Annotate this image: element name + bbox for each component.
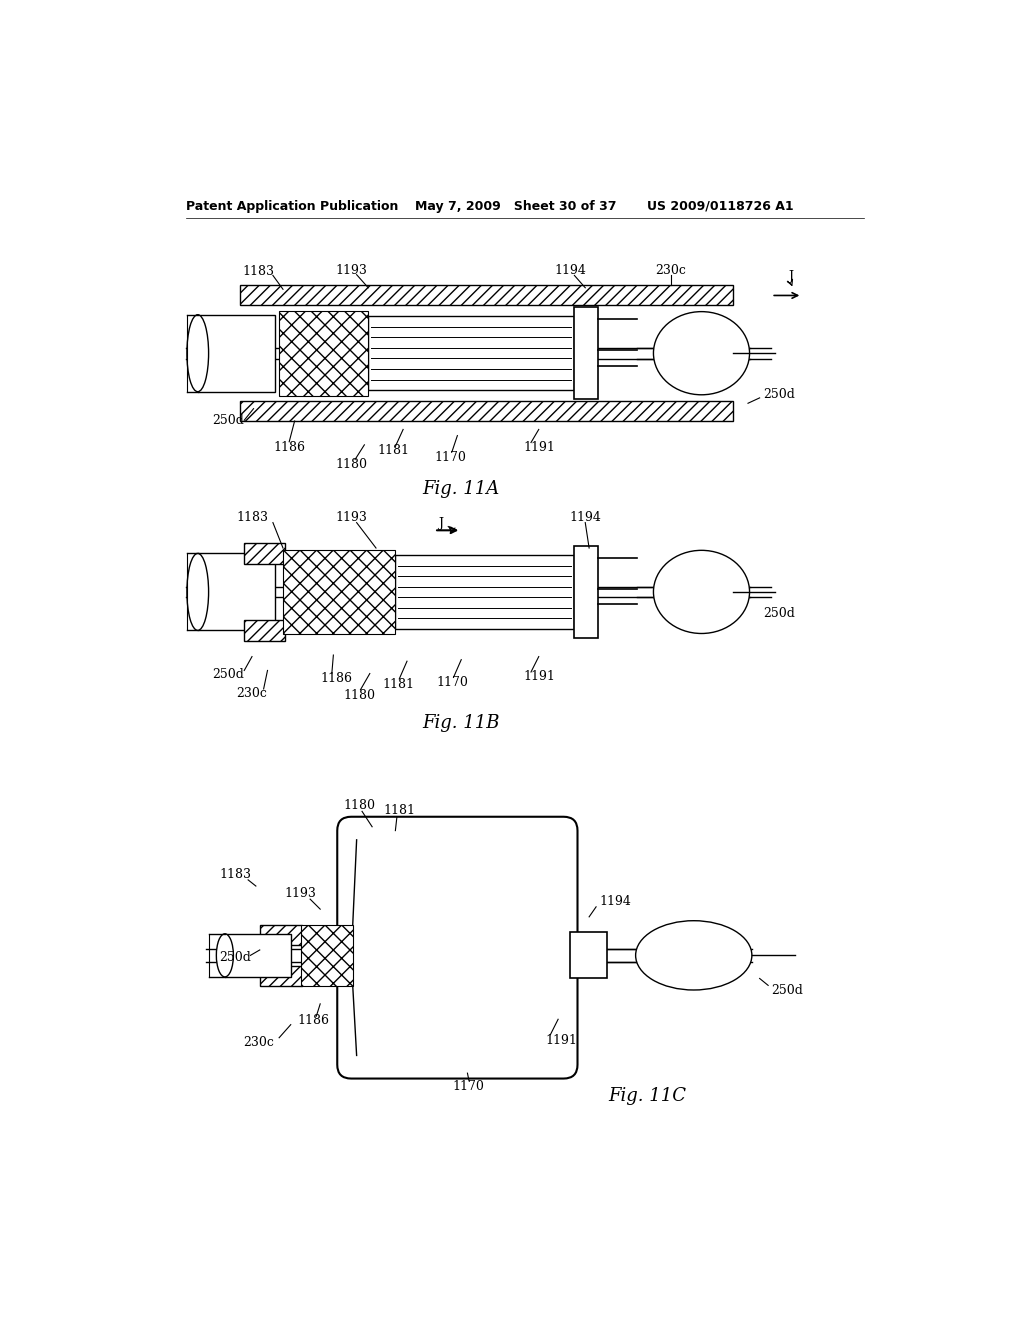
Text: 230c: 230c [655, 264, 686, 277]
Bar [198, 314, 275, 392]
Text: 1194: 1194 [569, 511, 602, 524]
Text: 230c: 230c [237, 686, 267, 700]
Bar [241, 285, 732, 305]
Text: 1183: 1183 [243, 265, 274, 279]
Ellipse shape [653, 312, 750, 395]
Text: 1183: 1183 [219, 869, 252, 880]
Text: J: J [788, 269, 794, 282]
Ellipse shape [187, 553, 209, 631]
Text: 1170: 1170 [434, 450, 466, 463]
Bar [198, 553, 275, 631]
Text: 1191: 1191 [523, 441, 555, 454]
Bar [573, 545, 598, 638]
Bar [573, 308, 598, 400]
Text: 230c: 230c [243, 1036, 273, 1049]
Bar [260, 966, 302, 986]
Bar [245, 543, 285, 564]
Text: Fig. 11B: Fig. 11B [423, 714, 500, 731]
Text: Patent Application Publication: Patent Application Publication [186, 199, 398, 213]
Text: 1180: 1180 [336, 458, 368, 471]
Bar [369, 317, 573, 391]
Text: 1194: 1194 [599, 895, 631, 908]
Bar [301, 924, 352, 986]
Bar [260, 924, 302, 945]
Bar [245, 619, 285, 642]
Text: 1180: 1180 [343, 799, 376, 812]
Text: 1183: 1183 [237, 511, 268, 524]
Text: Fig. 11A: Fig. 11A [423, 480, 500, 499]
Text: 1191: 1191 [523, 671, 555, 684]
Text: 1186: 1186 [273, 441, 306, 454]
Bar [280, 312, 369, 396]
Bar [569, 932, 607, 978]
Text: 1186: 1186 [297, 1014, 329, 1027]
Text: 1186: 1186 [321, 672, 352, 685]
Text: 250d: 250d [771, 983, 803, 997]
Text: 1193: 1193 [285, 887, 316, 900]
Text: May 7, 2009   Sheet 30 of 37: May 7, 2009 Sheet 30 of 37 [415, 199, 616, 213]
Bar [241, 401, 732, 421]
Text: 250d: 250d [212, 668, 244, 681]
Bar [395, 554, 573, 628]
Bar [241, 305, 732, 401]
Text: Fig. 11C: Fig. 11C [608, 1088, 686, 1105]
Text: 1191: 1191 [545, 1034, 577, 1047]
Text: US 2009/0118726 A1: US 2009/0118726 A1 [647, 199, 794, 213]
Bar [225, 933, 291, 977]
Ellipse shape [653, 550, 750, 634]
Text: 1181: 1181 [378, 445, 410, 458]
Text: 1180: 1180 [343, 689, 376, 702]
FancyBboxPatch shape [337, 817, 578, 1078]
Ellipse shape [636, 921, 752, 990]
Text: 1193: 1193 [336, 264, 368, 277]
Text: 1193: 1193 [336, 511, 368, 524]
Bar [283, 549, 395, 635]
Text: 1181: 1181 [382, 677, 414, 690]
Text: 250d: 250d [764, 388, 796, 401]
Text: 1170: 1170 [436, 676, 468, 689]
Text: 250d: 250d [764, 607, 796, 620]
Ellipse shape [216, 933, 233, 977]
Text: 1194: 1194 [554, 264, 586, 277]
Ellipse shape [187, 314, 209, 392]
Text: 1181: 1181 [384, 804, 416, 817]
Text: 250d: 250d [219, 952, 251, 964]
Text: 1170: 1170 [452, 1080, 483, 1093]
Text: 250d: 250d [212, 413, 244, 426]
Text: J: J [438, 517, 442, 529]
